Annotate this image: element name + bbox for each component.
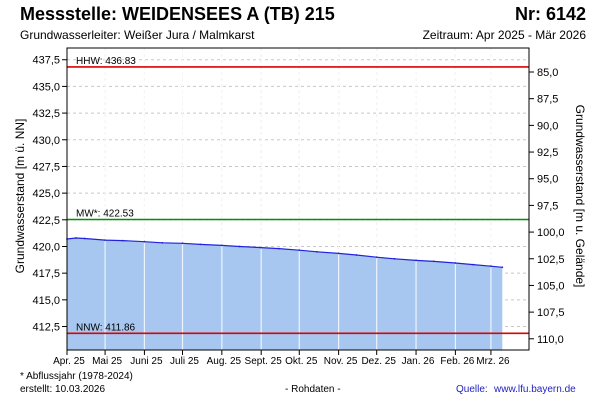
series-point <box>454 262 457 264</box>
series-layer <box>66 48 504 350</box>
left-tick-label: 412,5 <box>32 322 60 334</box>
right-tick-label: 92,5 <box>537 147 558 159</box>
tick-marks <box>62 59 534 355</box>
right-tick-label: 90,0 <box>537 120 558 132</box>
series-point <box>121 239 124 242</box>
source-label: Quelle: <box>456 384 488 395</box>
y-axis-label-right: Grundwasserstand [m u. Gelände] <box>573 105 587 288</box>
series-point <box>104 239 106 242</box>
right-tick-label: 110,0 <box>537 334 564 346</box>
tick-labels: 412,5 415,0 417,5 420,0 422,5 425,0 427,5 430,0… <box>32 55 564 367</box>
left-tick-label: 432,5 <box>32 108 60 120</box>
reference-line-label: MW*: 422.53 <box>76 208 134 219</box>
raw-data-note: - Rohdaten - <box>285 384 341 395</box>
series-point <box>316 250 318 253</box>
left-tick-label: 415,0 <box>32 295 60 307</box>
series-point <box>501 266 504 269</box>
left-tick-label: 427,5 <box>32 161 60 173</box>
right-tick-label: 102,5 <box>537 254 565 266</box>
series-point <box>337 252 340 255</box>
y-axis-label-left: Grundwasserstand [m ü. NN] <box>13 119 27 274</box>
x-tick-label: Feb. 26 <box>440 356 474 367</box>
series-point <box>355 254 358 256</box>
series-point <box>75 237 77 239</box>
series-point <box>220 244 223 247</box>
series-point <box>278 247 280 250</box>
series-point <box>161 241 164 244</box>
series-point <box>298 249 301 252</box>
right-tick-label: 100,0 <box>537 227 565 239</box>
x-tick-label: Juli 25 <box>170 356 199 367</box>
left-tick-label: 420,0 <box>32 241 60 253</box>
right-tick-label: 107,5 <box>537 307 565 319</box>
period-label: Zeitraum: Apr 2025 - Mär 2026 <box>422 28 586 42</box>
right-tick-label: 97,5 <box>537 200 558 212</box>
right-tick-label: 95,0 <box>537 174 558 186</box>
series-point <box>490 265 492 268</box>
reference-lines: HHW: 436.83 MW*: 422.53 NNW: 411.86 <box>67 56 529 335</box>
x-tick-label: Apr. 25 <box>53 356 85 367</box>
series-area <box>67 238 503 350</box>
series-point <box>432 260 435 263</box>
left-tick-label: 435,0 <box>32 81 60 93</box>
series-point <box>83 237 86 240</box>
left-tick-label: 430,0 <box>32 135 60 147</box>
series-point <box>415 259 417 262</box>
x-tick-label: Mrz. 26 <box>476 356 510 367</box>
x-tick-label: Okt. 25 <box>285 356 318 367</box>
left-tick-label: 437,5 <box>32 55 60 67</box>
series-point <box>393 257 396 260</box>
reference-line-label: HHW: 436.83 <box>76 56 136 67</box>
left-tick-label: 422,5 <box>32 215 60 227</box>
created-date: erstellt: 10.03.2026 <box>20 384 106 395</box>
x-tick-label: Aug. 25 <box>207 356 242 367</box>
x-tick-label: Mai 25 <box>92 356 122 367</box>
aquifer-label: Grundwasserleiter: Weißer Jura / Malmkar… <box>20 28 255 42</box>
plot-frame <box>66 47 530 351</box>
right-tick-label: 85,0 <box>537 67 558 79</box>
series-point <box>375 256 378 259</box>
x-tick-label: Nov. 25 <box>324 356 358 367</box>
series-point <box>260 246 263 249</box>
series-point <box>143 240 146 243</box>
x-tick-label: Juni 25 <box>130 356 163 367</box>
x-tick-label: Jan. 26 <box>402 356 435 367</box>
series-point <box>199 243 202 246</box>
series-point <box>472 263 475 266</box>
source-link[interactable]: www.lfu.bayern.de <box>494 384 576 395</box>
right-tick-label: 105,0 <box>537 280 565 292</box>
footnote: * Abflussjahr (1978-2024) <box>20 371 133 382</box>
station-title: Messstelle: WEIDENSEES A (TB) 215 <box>20 4 335 24</box>
series-point <box>181 242 184 245</box>
series-point <box>238 245 241 248</box>
left-tick-label: 425,0 <box>32 188 60 200</box>
station-number: Nr: 6142 <box>514 4 586 24</box>
reference-line-label: NNW: 411.86 <box>76 322 136 333</box>
x-tick-label: Sept. 25 <box>245 356 283 367</box>
x-tick-label: Dez. 25 <box>361 356 396 367</box>
right-tick-label: 87,5 <box>537 94 558 106</box>
left-tick-label: 417,5 <box>32 268 60 280</box>
